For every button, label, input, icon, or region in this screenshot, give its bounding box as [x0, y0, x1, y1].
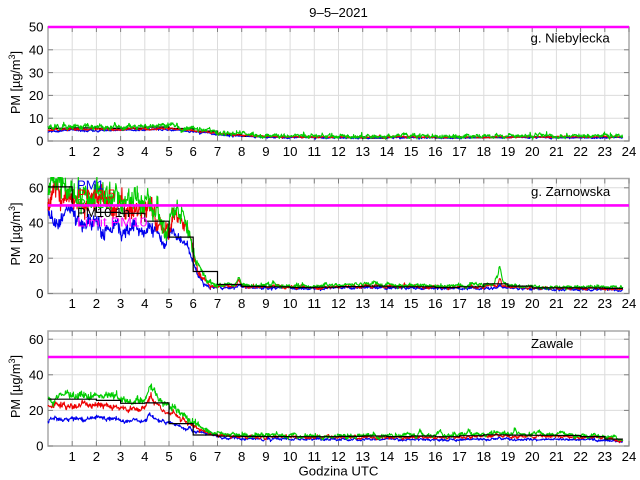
- svg-text:1: 1: [69, 144, 76, 159]
- svg-text:18: 18: [476, 449, 491, 464]
- svg-text:8: 8: [238, 449, 245, 464]
- svg-text:3: 3: [117, 296, 124, 311]
- svg-text:20: 20: [525, 296, 540, 311]
- svg-text:13: 13: [355, 449, 370, 464]
- svg-text:8: 8: [238, 144, 245, 159]
- svg-text:40: 40: [29, 216, 44, 231]
- svg-text:17: 17: [452, 144, 467, 159]
- svg-text:PM10: PM10: [77, 196, 111, 211]
- svg-text:10: 10: [283, 144, 298, 159]
- svg-text:2: 2: [93, 449, 100, 464]
- svg-text:1: 1: [69, 296, 76, 311]
- svg-text:11: 11: [307, 144, 321, 159]
- svg-text:10: 10: [283, 449, 298, 464]
- svg-text:PM [µg/m3]: PM [µg/m3]: [7, 355, 23, 418]
- svg-text:14: 14: [380, 449, 395, 464]
- svg-text:18: 18: [476, 144, 491, 159]
- svg-text:19: 19: [501, 144, 516, 159]
- svg-text:5: 5: [165, 144, 172, 159]
- svg-text:1: 1: [69, 449, 76, 464]
- svg-text:4: 4: [141, 296, 148, 311]
- svg-text:23: 23: [597, 449, 612, 464]
- svg-text:10: 10: [283, 296, 298, 311]
- svg-text:20: 20: [29, 251, 44, 266]
- svg-text:22: 22: [573, 296, 588, 311]
- svg-text:7: 7: [214, 449, 221, 464]
- svg-text:11: 11: [307, 296, 321, 311]
- svg-text:50: 50: [29, 20, 44, 35]
- svg-text:30: 30: [29, 65, 44, 80]
- svg-text:11: 11: [307, 449, 321, 464]
- svg-text:7: 7: [214, 144, 221, 159]
- svg-text:4: 4: [141, 449, 148, 464]
- svg-text:PM1: PM1: [77, 178, 104, 193]
- svg-text:21: 21: [549, 449, 564, 464]
- svg-text:16: 16: [428, 449, 443, 464]
- svg-text:40: 40: [29, 368, 44, 383]
- svg-text:3: 3: [117, 144, 124, 159]
- svg-text:10: 10: [29, 111, 44, 126]
- svg-text:12: 12: [331, 296, 346, 311]
- svg-text:9: 9: [262, 144, 269, 159]
- svg-text:5: 5: [165, 296, 172, 311]
- svg-text:24: 24: [622, 144, 637, 159]
- svg-text:16: 16: [428, 296, 443, 311]
- svg-text:9: 9: [262, 296, 269, 311]
- svg-text:2: 2: [93, 144, 100, 159]
- svg-text:18: 18: [476, 296, 491, 311]
- svg-text:6: 6: [190, 296, 197, 311]
- svg-text:20: 20: [525, 144, 540, 159]
- svg-text:15: 15: [404, 296, 419, 311]
- svg-text:21: 21: [549, 296, 564, 311]
- svg-text:8: 8: [238, 296, 245, 311]
- svg-text:24: 24: [622, 296, 637, 311]
- svg-text:PM [µg/m3]: PM [µg/m3]: [7, 51, 23, 114]
- svg-text:4: 4: [141, 144, 148, 159]
- svg-text:24: 24: [622, 449, 637, 464]
- svg-text:9: 9: [262, 449, 269, 464]
- svg-text:0: 0: [36, 286, 43, 301]
- svg-text:Godzina UTC: Godzina UTC: [299, 464, 379, 479]
- svg-text:15: 15: [404, 144, 419, 159]
- svg-text:17: 17: [452, 449, 467, 464]
- svg-text:6: 6: [190, 144, 197, 159]
- svg-text:22: 22: [573, 144, 588, 159]
- svg-text:14: 14: [380, 296, 395, 311]
- svg-text:6: 6: [190, 449, 197, 464]
- svg-text:13: 13: [355, 296, 370, 311]
- svg-text:PM2.5: PM2.5: [77, 187, 115, 202]
- svg-text:7: 7: [214, 296, 221, 311]
- svg-text:PM [µg/m3]: PM [µg/m3]: [7, 202, 23, 265]
- svg-text:60: 60: [29, 180, 44, 195]
- svg-text:g. Zarnowska: g. Zarnowska: [531, 184, 611, 199]
- svg-text:40: 40: [29, 43, 44, 58]
- svg-text:2: 2: [93, 296, 100, 311]
- svg-text:9–5–2021: 9–5–2021: [309, 5, 368, 20]
- svg-text:Zawale: Zawale: [531, 336, 574, 351]
- svg-text:20: 20: [525, 449, 540, 464]
- svg-text:14: 14: [380, 144, 395, 159]
- svg-text:17: 17: [452, 296, 467, 311]
- svg-text:3: 3: [117, 449, 124, 464]
- svg-text:22: 22: [573, 449, 588, 464]
- svg-text:20: 20: [29, 403, 44, 418]
- svg-text:g. Niebylecka: g. Niebylecka: [531, 31, 611, 46]
- svg-text:12: 12: [331, 144, 346, 159]
- svg-text:23: 23: [597, 144, 612, 159]
- svg-text:Limit PM10: Limit PM10: [77, 214, 148, 229]
- svg-text:0: 0: [36, 439, 43, 454]
- svg-text:21: 21: [549, 144, 564, 159]
- svg-text:19: 19: [501, 449, 516, 464]
- svg-text:PM10 1h: PM10 1h: [77, 205, 130, 220]
- svg-text:5: 5: [165, 449, 172, 464]
- svg-text:19: 19: [501, 296, 516, 311]
- svg-text:12: 12: [331, 449, 346, 464]
- svg-text:23: 23: [597, 296, 612, 311]
- svg-text:60: 60: [29, 332, 44, 347]
- svg-text:0: 0: [36, 134, 43, 149]
- svg-text:16: 16: [428, 144, 443, 159]
- svg-text:20: 20: [29, 88, 44, 103]
- svg-text:15: 15: [404, 449, 419, 464]
- svg-text:13: 13: [355, 144, 370, 159]
